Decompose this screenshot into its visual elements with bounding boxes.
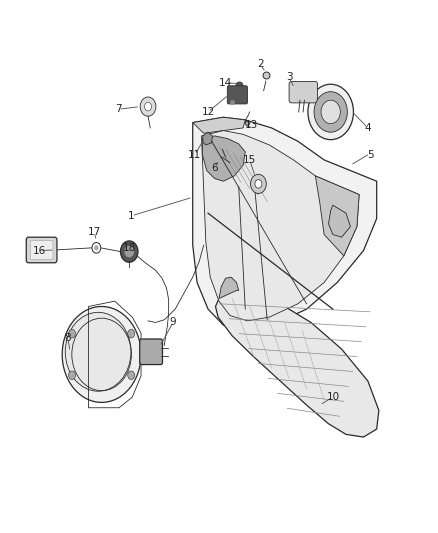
FancyBboxPatch shape <box>30 240 53 260</box>
FancyBboxPatch shape <box>26 237 57 263</box>
Polygon shape <box>315 176 359 256</box>
Text: 2: 2 <box>257 59 264 69</box>
Circle shape <box>128 371 135 379</box>
Text: 1: 1 <box>128 211 135 221</box>
Text: 3: 3 <box>286 72 293 82</box>
Circle shape <box>145 102 152 111</box>
Text: 7: 7 <box>115 104 122 114</box>
Circle shape <box>92 243 101 253</box>
Polygon shape <box>202 136 245 181</box>
Text: 16: 16 <box>33 246 46 255</box>
Circle shape <box>251 174 266 193</box>
Polygon shape <box>201 131 359 321</box>
Circle shape <box>314 92 347 132</box>
Circle shape <box>321 100 340 124</box>
Circle shape <box>68 329 75 338</box>
Polygon shape <box>219 277 239 298</box>
Circle shape <box>94 245 99 251</box>
Text: 14: 14 <box>219 78 232 87</box>
Circle shape <box>140 97 156 116</box>
Polygon shape <box>193 117 377 330</box>
Text: 5: 5 <box>367 150 374 159</box>
Circle shape <box>124 246 134 257</box>
Circle shape <box>120 241 138 262</box>
Text: 9: 9 <box>170 318 177 327</box>
Circle shape <box>255 180 262 188</box>
Text: 15: 15 <box>243 155 256 165</box>
Text: 8: 8 <box>64 334 71 343</box>
FancyBboxPatch shape <box>140 339 162 365</box>
Circle shape <box>128 329 135 338</box>
FancyBboxPatch shape <box>227 86 247 104</box>
Text: 4: 4 <box>364 123 371 133</box>
Circle shape <box>68 371 75 379</box>
Polygon shape <box>193 117 245 133</box>
Text: 10: 10 <box>326 392 339 402</box>
Text: 11: 11 <box>188 150 201 159</box>
Polygon shape <box>203 132 212 145</box>
Polygon shape <box>215 290 379 437</box>
Text: 12: 12 <box>201 107 215 117</box>
Polygon shape <box>328 205 350 237</box>
Text: 18: 18 <box>123 243 136 253</box>
FancyBboxPatch shape <box>289 82 318 103</box>
Text: 6: 6 <box>211 163 218 173</box>
Ellipse shape <box>65 312 131 391</box>
Circle shape <box>308 84 353 140</box>
Text: 13: 13 <box>245 120 258 130</box>
Text: 17: 17 <box>88 227 101 237</box>
Circle shape <box>62 306 141 402</box>
